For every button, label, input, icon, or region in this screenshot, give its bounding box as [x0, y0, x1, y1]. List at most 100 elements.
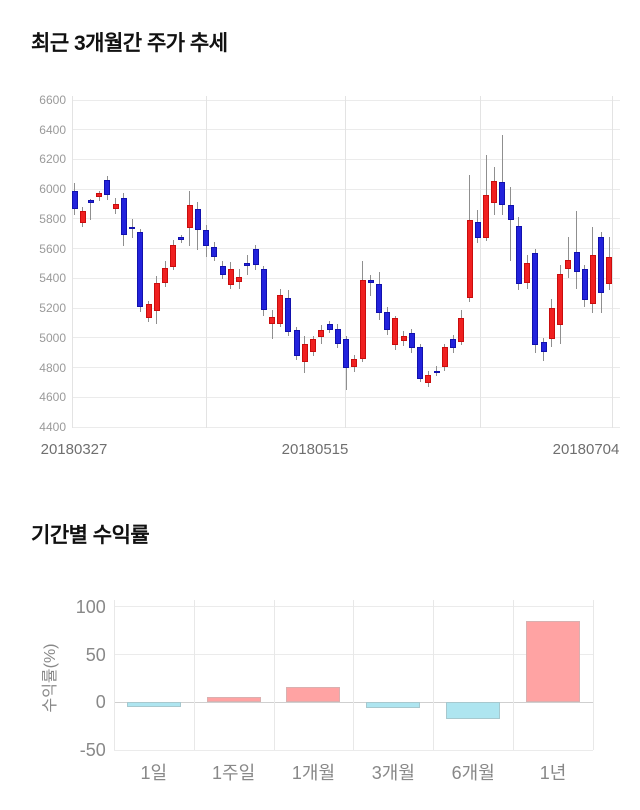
candle-body — [87, 200, 94, 204]
candle-body — [310, 339, 317, 352]
candle-body — [145, 304, 152, 318]
candle-body — [285, 298, 292, 332]
candle-body — [589, 255, 596, 304]
bar-grid-line-v — [193, 600, 195, 751]
bar-y-tick-label: -50 — [79, 740, 106, 761]
grid-line-h — [72, 158, 620, 160]
candle-body — [269, 317, 276, 324]
candle-body — [79, 211, 86, 224]
grid-line-v — [345, 96, 346, 428]
candle-body — [532, 253, 539, 346]
bar-y-tick-label: 0 — [95, 692, 106, 713]
candle-body — [219, 266, 226, 276]
candle-body — [581, 269, 588, 300]
y-tick-label: 6600 — [39, 93, 66, 107]
candle-body — [433, 370, 440, 373]
candle-body — [466, 220, 473, 299]
bar-grid-line-v — [273, 600, 275, 751]
candle-wick — [501, 134, 503, 216]
candle-body — [499, 181, 506, 205]
candle-body — [137, 231, 144, 307]
return-bar — [126, 702, 181, 708]
candle-body — [557, 273, 564, 326]
candle-body — [104, 180, 111, 196]
candle-body — [367, 279, 374, 283]
candle-body — [606, 256, 613, 284]
candle-body — [573, 251, 580, 272]
candle-body — [408, 333, 415, 349]
candle-body — [326, 324, 333, 330]
candle-body — [491, 181, 498, 204]
candle-body — [153, 282, 160, 312]
candle-body — [301, 343, 308, 362]
grid-line-h — [72, 248, 620, 250]
y-tick-label: 5600 — [39, 241, 66, 256]
candle-body — [252, 248, 259, 265]
return-bar — [366, 702, 421, 709]
candle-wick — [370, 275, 372, 297]
candle-body — [474, 221, 481, 239]
grid-line-v — [480, 96, 481, 428]
candle-wick — [567, 236, 569, 279]
y-tick-label: 4600 — [39, 390, 66, 405]
bar-grid-line-v — [593, 600, 595, 751]
bar-grid-line-v — [353, 600, 355, 751]
candle-body — [203, 230, 210, 247]
candle-body — [129, 227, 136, 230]
candle-body — [507, 204, 514, 221]
grid-line-h — [72, 218, 620, 220]
candle-body — [483, 195, 489, 239]
price-chart-title: 최근 3개월간 주가 추세 — [31, 32, 228, 55]
grid-line-v — [612, 96, 613, 428]
candle-body — [598, 237, 605, 294]
y-tick-label: 5000 — [39, 330, 66, 345]
candle-wick — [271, 310, 273, 339]
candle-body — [334, 328, 341, 344]
candle-body — [565, 259, 572, 270]
candle-body — [524, 262, 531, 283]
candle-body — [170, 245, 177, 267]
candle-body — [227, 269, 234, 286]
candle-wick — [576, 211, 578, 289]
return-bar — [286, 687, 341, 703]
candle-body — [351, 358, 358, 367]
candle-body — [400, 335, 407, 341]
candle-body — [548, 308, 555, 340]
bar-grid-line-v — [433, 600, 435, 751]
return-bar — [206, 696, 261, 703]
candle-body — [260, 269, 267, 311]
grid-line-h — [72, 129, 620, 131]
candle-body — [194, 209, 201, 231]
candle-body — [244, 262, 251, 267]
candle-wick — [510, 186, 512, 261]
candle-body — [211, 247, 218, 257]
candle-body — [392, 318, 399, 346]
grid-line-h — [72, 307, 620, 309]
grid-line-h — [72, 99, 620, 101]
bar-category-label: 1주일 — [212, 763, 256, 783]
y-tick-label: 5200 — [39, 301, 66, 316]
candle-body — [162, 267, 169, 283]
candle-body — [441, 346, 448, 367]
candle-body — [293, 330, 300, 356]
bar-category-label: 1개월 — [291, 763, 336, 783]
x-tick-label: 20180327 — [40, 441, 108, 458]
candle-body — [96, 192, 103, 198]
candle-body — [71, 191, 78, 210]
return-bar — [446, 702, 501, 720]
bar-grid-line-h — [113, 749, 594, 751]
bar-category-label: 1일 — [140, 763, 168, 783]
y-tick-label: 4400 — [39, 420, 66, 434]
bar-grid-line-v — [113, 600, 115, 751]
bar-y-axis-title: 수익률(%) — [42, 643, 59, 713]
y-tick-label: 4800 — [39, 360, 66, 375]
candle-body — [112, 204, 119, 210]
candle-body — [120, 198, 127, 236]
candle-body — [540, 342, 547, 352]
grid-line-h — [72, 426, 620, 428]
bar-y-tick-label: 100 — [75, 596, 106, 617]
bar-grid-line-v — [513, 600, 515, 751]
bar-category-label: 6개월 — [451, 763, 495, 783]
